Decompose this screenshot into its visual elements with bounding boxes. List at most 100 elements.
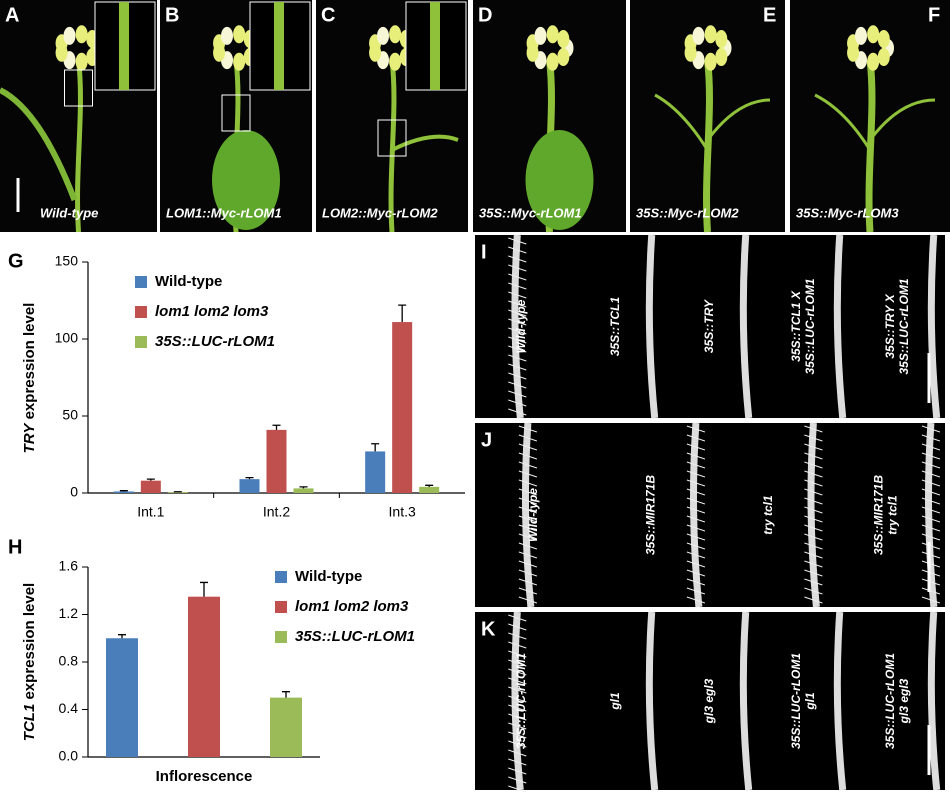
trichome bbox=[921, 533, 941, 541]
trichome bbox=[508, 776, 527, 784]
trichome bbox=[804, 560, 823, 568]
trichome bbox=[508, 785, 527, 793]
trichome bbox=[518, 470, 538, 478]
flower-bud bbox=[377, 26, 389, 45]
trichome bbox=[508, 758, 527, 766]
root-label: 35S::TCL1 X bbox=[789, 290, 803, 362]
branch bbox=[814, 93, 936, 151]
photo-caption: Wild-type bbox=[40, 205, 98, 220]
trichome bbox=[921, 551, 941, 559]
root-label: 35S::MIR171B bbox=[871, 475, 885, 555]
stem bbox=[388, 59, 397, 233]
trichome bbox=[686, 479, 706, 487]
trichome bbox=[804, 434, 823, 442]
trichome bbox=[508, 255, 527, 263]
trichome bbox=[686, 533, 706, 541]
trichome bbox=[804, 488, 823, 496]
trichome bbox=[508, 740, 527, 748]
panel-letter: D bbox=[478, 4, 492, 26]
trichome bbox=[921, 596, 941, 604]
bar bbox=[392, 322, 413, 493]
trichome bbox=[921, 470, 941, 478]
trichome bbox=[804, 470, 823, 478]
flower-bud bbox=[557, 47, 570, 66]
bar bbox=[140, 480, 161, 493]
legend-label: lom1 lom2 lom3 bbox=[295, 598, 409, 615]
trichome bbox=[508, 237, 527, 245]
leaf bbox=[0, 87, 78, 202]
root-label: 35S::LUC-rLOM1 bbox=[789, 653, 803, 749]
trichome bbox=[921, 425, 941, 433]
trichome bbox=[804, 452, 823, 460]
trichome bbox=[686, 470, 706, 478]
trichome bbox=[921, 452, 941, 460]
trichome bbox=[804, 461, 823, 469]
trichome bbox=[804, 542, 823, 550]
root-label: gl3 egl3 bbox=[897, 678, 911, 724]
y-label-gene: TCL1 bbox=[21, 704, 38, 742]
bar bbox=[266, 429, 287, 493]
trichome bbox=[921, 506, 941, 514]
trichome bbox=[921, 497, 941, 505]
legend-swatch bbox=[275, 631, 287, 643]
trichome bbox=[518, 425, 538, 433]
root-label: 35S::LUC-rLOM1 bbox=[897, 278, 911, 374]
trichome bbox=[686, 569, 706, 577]
flower-bud bbox=[221, 26, 233, 45]
branch bbox=[654, 93, 771, 151]
y-label-text: expression level bbox=[21, 583, 38, 700]
trichome bbox=[518, 452, 538, 460]
flower-bud bbox=[704, 52, 717, 71]
flower-bud bbox=[534, 26, 547, 45]
trichome bbox=[921, 515, 941, 523]
trichome bbox=[508, 614, 527, 622]
root bbox=[739, 611, 753, 791]
trichome bbox=[508, 309, 527, 317]
panel-letter: G bbox=[8, 250, 24, 272]
trichome bbox=[686, 488, 706, 496]
trichome bbox=[518, 506, 538, 514]
root-label: 35S::TRY X bbox=[883, 293, 897, 358]
panel-letter: A bbox=[5, 4, 19, 26]
trichome bbox=[921, 542, 941, 550]
y-label-gene: TRY bbox=[21, 422, 38, 454]
trichome bbox=[804, 551, 823, 559]
root-label: try tcl1 bbox=[885, 495, 899, 535]
flower-bud bbox=[233, 25, 246, 44]
trichome bbox=[508, 291, 527, 299]
photo-caption: LOM1::Myc-rLOM1 bbox=[166, 205, 282, 220]
flower-bud bbox=[75, 52, 88, 71]
flower-bud bbox=[855, 26, 867, 45]
trichome bbox=[508, 273, 527, 281]
panel-letter: J bbox=[481, 429, 492, 451]
zoom-box bbox=[377, 119, 407, 157]
error-bar bbox=[282, 691, 290, 698]
bar bbox=[106, 638, 138, 757]
legend-swatch bbox=[275, 601, 287, 613]
flower-bud bbox=[557, 30, 570, 49]
flower-bud bbox=[75, 25, 88, 44]
panel-letter: E bbox=[763, 4, 776, 26]
trichome bbox=[508, 372, 527, 380]
legend-label: lom1 lom2 lom3 bbox=[155, 303, 269, 320]
trichome bbox=[686, 452, 706, 460]
legend-label: 35S::LUC-rLOM1 bbox=[295, 628, 415, 645]
root bbox=[521, 422, 535, 608]
error-bar bbox=[371, 443, 380, 452]
trichome bbox=[921, 560, 941, 568]
trichome bbox=[518, 479, 538, 487]
trichome bbox=[804, 533, 823, 541]
trichome bbox=[508, 677, 527, 685]
root-label: 35S::LUC-rLOM1 bbox=[514, 653, 528, 749]
error-bar bbox=[398, 304, 407, 323]
trichome bbox=[921, 434, 941, 442]
root-label: gl1 bbox=[608, 692, 622, 711]
stem bbox=[703, 59, 713, 233]
trichome bbox=[921, 479, 941, 487]
trichome bbox=[686, 461, 706, 469]
trichome bbox=[508, 300, 527, 308]
error-bar bbox=[299, 486, 308, 489]
trichome bbox=[686, 425, 706, 433]
trichome bbox=[686, 434, 706, 442]
root-label: 35S::LUC-rLOM1 bbox=[803, 278, 817, 374]
